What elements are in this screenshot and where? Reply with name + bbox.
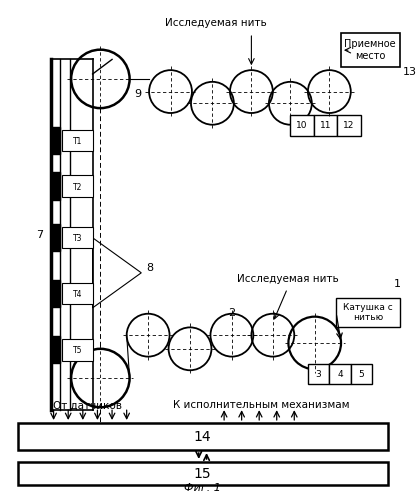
Text: 2: 2 [228,308,235,318]
Text: Катушка с
нитью: Катушка с нитью [343,303,393,322]
Text: T1: T1 [73,137,82,146]
Text: 9: 9 [134,88,141,99]
Text: Фиг. 1: Фиг. 1 [184,483,221,493]
Bar [341,33,399,67]
Text: 13: 13 [402,67,416,77]
Text: Исследуемая нить: Исследуемая нить [237,274,338,283]
Text: Исследуемая нить: Исследуемая нить [166,18,267,28]
Bar [51,336,60,363]
Text: От датчиков: От датчиков [53,400,122,410]
Text: T3: T3 [73,234,82,243]
Text: 3: 3 [316,370,322,378]
Bar [51,172,60,200]
Bar [62,176,93,197]
Text: 7: 7 [36,230,43,240]
Bar [351,364,372,384]
Text: 6: 6 [92,428,99,438]
Bar [51,126,60,154]
Text: T2: T2 [73,182,82,192]
Text: 1: 1 [394,278,401,288]
Bar [314,115,337,136]
Bar [337,115,361,136]
Bar [17,423,388,450]
Bar [62,130,93,151]
Bar [51,224,60,252]
Bar [329,364,351,384]
Text: 4: 4 [337,370,343,378]
Bar [62,282,93,304]
Text: T5: T5 [73,346,82,356]
Bar [51,280,60,307]
Text: 8: 8 [146,263,153,273]
Text: Приемное
место: Приемное место [344,40,396,61]
Text: 15: 15 [194,466,211,480]
Text: 14: 14 [194,430,211,444]
Text: 10: 10 [296,121,308,130]
Text: 12: 12 [343,121,354,130]
Bar [308,364,329,384]
Bar [290,115,314,136]
Bar [62,339,93,360]
Text: T4: T4 [73,290,82,298]
Text: 5: 5 [359,370,364,378]
Text: К исполнительным механизмам: К исполнительным механизмам [173,400,349,410]
Bar [336,298,399,328]
Text: 11: 11 [320,121,331,130]
Bar [62,227,93,248]
Bar [17,462,388,485]
